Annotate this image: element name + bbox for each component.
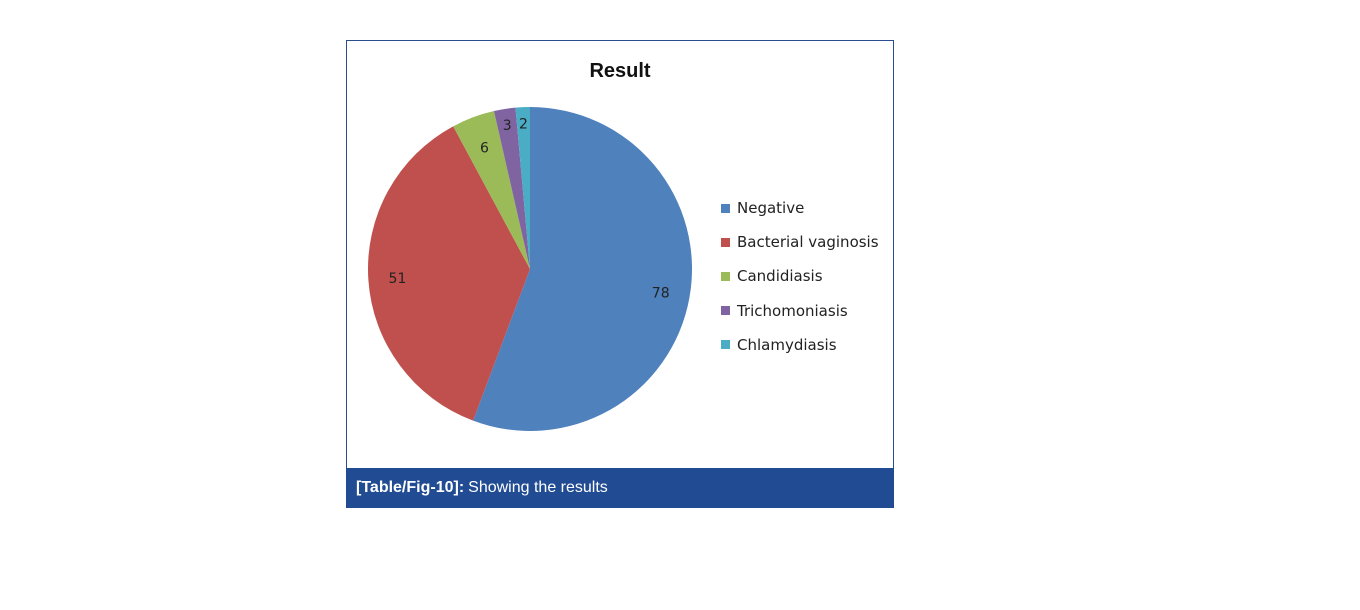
legend-swatch <box>721 237 730 247</box>
pie-slice-bacterial-vaginosis <box>367 126 530 421</box>
legend-item-candidiasis: Candidiasis <box>721 259 879 293</box>
legend-item-trichomoniasis: Trichomoniasis <box>721 294 879 328</box>
legend-swatch <box>721 271 730 281</box>
caption-label: [Table/Fig-10]: <box>356 479 465 496</box>
legend-item-bacterial-vaginosis: Bacterial vaginosis <box>721 225 879 259</box>
data-label-chlamydiasis: 2 <box>519 116 528 132</box>
chart-title: Result <box>589 60 651 82</box>
figure-caption: [Table/Fig-10]: Showing the results <box>346 468 894 508</box>
legend-label: Trichomoniasis <box>737 301 848 320</box>
legend-item-negative: Negative <box>721 191 879 225</box>
legend: Negative Bacterial vaginosis Candidiasis Tr… <box>721 191 879 362</box>
legend-swatch <box>721 203 730 213</box>
legend-label: Candidiasis <box>737 267 823 286</box>
data-label-negative: 78 <box>652 286 670 302</box>
pie-chart: 78 51 63 2 <box>367 106 693 431</box>
legend-item-chlamydiasis: Chlamydiasis <box>721 328 879 362</box>
caption-text: Showing the results <box>468 479 608 496</box>
legend-swatch <box>721 340 730 350</box>
legend-label: Negative <box>737 199 805 218</box>
data-label-bacterial-vaginosis: 51 <box>389 271 407 287</box>
legend-label: Bacterial vaginosis <box>737 233 879 252</box>
pie-slice-negative <box>473 107 693 431</box>
data-label-trichomoniasis: 3 <box>503 118 512 134</box>
data-label-candidiasis: 6 <box>480 141 489 157</box>
figure-panel: Result 78 51 6 3 2 Negative Bacterial vaginos… <box>346 40 894 508</box>
legend-label: Chlamydiasis <box>737 335 837 354</box>
pie-slice-candidiasis <box>453 111 530 269</box>
legend-swatch <box>721 306 730 316</box>
pie-slice-trichomoniasis <box>493 107 530 270</box>
pie-slice-chlamydiasis <box>515 106 530 269</box>
